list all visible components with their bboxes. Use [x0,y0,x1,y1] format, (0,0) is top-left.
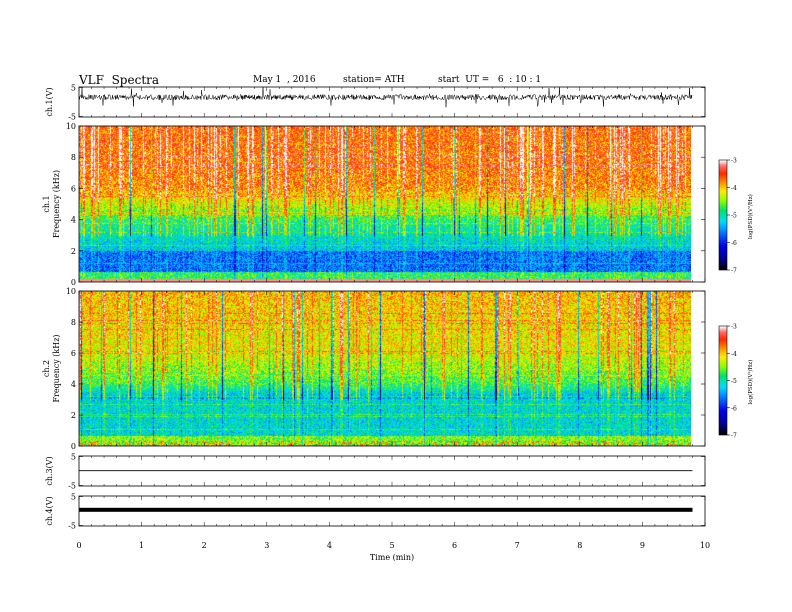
time-tick-label: 3 [264,541,269,550]
ch1-colorbar-tick-label: -4 [731,185,737,192]
time-tick-label: 0 [76,541,81,550]
ch3-waveform-ylabel: ch.3(V) [45,456,54,485]
ch2-spectrogram-image [79,291,691,446]
ch3-waveform-ytick-label: -5 [68,482,76,491]
ch4-waveform-ytick-label: 5 [71,493,76,502]
ch1-spectrogram-ytick-label: 4 [71,216,76,225]
ch1-colorbar-tick-label: -6 [731,240,737,247]
ch1-waveform-ylabel: ch.1(V) [45,87,54,116]
ch1-colorbar-tick-label: -5 [731,213,737,220]
ch1-waveform-ytick-label: -5 [68,113,76,122]
chart-title: VLF Spectra [79,73,160,87]
ch2-colorbar-label: log(PSD)(V²/Hz) [747,360,754,405]
ch1-colorbar-tick-label: -3 [731,158,737,165]
ch1-spectrogram-ytick-label: 0 [71,278,76,287]
ch2-spectrogram-ytick-label: 0 [71,442,76,451]
time-tick-label: 1 [139,541,144,550]
ch2-spectrogram-ytick-label: 2 [71,411,76,420]
ch1-colorbar-gradient [719,160,727,270]
time-tick-label: 6 [452,541,457,550]
time-tick-label: 8 [577,541,582,550]
ch1-spectrogram-ylabel-channel: ch.1 [42,195,51,212]
time-tick-label: 9 [640,541,645,550]
ch2-colorbar-tick-label: -3 [731,324,737,331]
date-label: May 1 , 2016 [253,75,316,85]
time-tick-label: 4 [327,541,332,550]
time-tick-label: 2 [202,541,207,550]
ch1-colorbar-label: log(PSD)(V²/Hz) [747,194,754,239]
ch1-trace [78,86,693,108]
ch2-spectrogram-ylabel-channel: ch.2 [42,360,51,377]
ch3-waveform-ytick-label: 5 [71,453,76,462]
ch2-colorbar-gradient [719,326,727,435]
ch1-spectrogram-ylabel-frequency: Frequency (kHz) [52,170,61,238]
ch1-colorbar-tick-label: -7 [731,268,737,275]
ch1-spectrogram-image [79,126,691,282]
ch1-spectrogram-ytick-label: 8 [71,153,76,162]
ch2-spectrogram-ytick-label: 6 [71,349,76,358]
ch2-spectrogram-ylabel-frequency: Frequency (kHz) [52,334,61,402]
ch2-spectrogram-ytick-label: 4 [71,380,76,389]
ch4-waveform-ytick-label: -5 [68,522,76,531]
ch1-waveform-ytick-label: 5 [71,84,76,93]
ch1-spectrogram-ytick-label: 10 [66,122,76,131]
ch1-spectrogram-ytick-label: 6 [71,184,76,193]
time-tick-label: 7 [515,541,520,550]
ch1-spectrogram-ytick-label: 2 [71,247,76,256]
ch2-colorbar-tick-label: -5 [731,378,737,385]
ch2-colorbar-tick-label: -6 [731,405,737,412]
time-tick-label: 10 [700,541,710,550]
ch2-colorbar-tick-label: -7 [731,433,737,440]
station-label: station= ATH [343,75,405,85]
ch2-spectrogram-ytick-label: 10 [66,287,76,296]
time-tick-label: 5 [389,541,394,550]
ch2-spectrogram-ytick-label: 8 [71,318,76,327]
time-axis-label: Time (min) [370,553,414,562]
ch4-waveform-ylabel: ch.4(V) [45,496,54,525]
ch2-colorbar-tick-label: -4 [731,351,737,358]
ch4-trace [79,507,693,512]
start-time-label: start UT = 6 : 10 : 1 [438,75,542,85]
